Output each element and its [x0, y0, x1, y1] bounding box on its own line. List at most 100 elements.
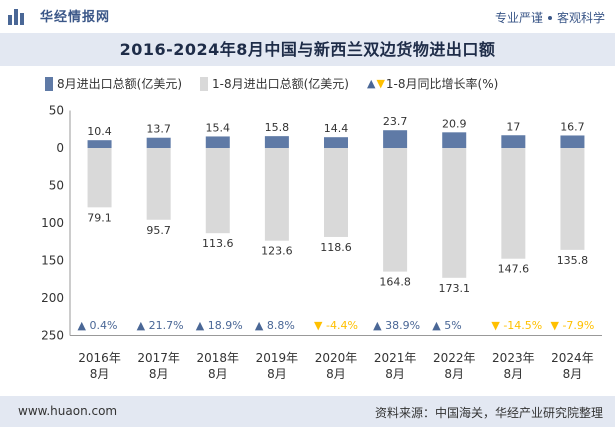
growth-up-icon: ▲ [196, 319, 205, 332]
bar-jan-aug-total [264, 148, 289, 241]
title-bar: 2016-2024年8月中国与新西兰双边货物进出口额 [0, 33, 615, 66]
bar-august-total [264, 136, 289, 148]
x-tick-label-month: 8月 [326, 367, 346, 381]
footer-website: www.huaon.com [18, 404, 118, 418]
x-tick-label-month: 8月 [444, 367, 464, 381]
bar-august-total [205, 136, 230, 148]
brand-logo: 华经情报网 [8, 6, 110, 25]
bar-jan-aug-total [383, 148, 408, 272]
legend-label-series2: 1-8月进出口总额(亿美元) [212, 77, 349, 91]
slogan-dot [547, 15, 552, 20]
data-label-august: 23.7 [383, 115, 408, 128]
y-tick-label: 50 [49, 104, 64, 118]
data-label-growth: -7.9% [562, 319, 594, 332]
slogan-b: 客观科学 [556, 11, 605, 25]
growth-up-icon: ▲ [137, 319, 146, 332]
legend-item-series1: 8月进出口总额(亿美元) [45, 75, 182, 92]
y-tick-label: 100 [41, 216, 64, 230]
data-label-jan-aug: 118.6 [320, 241, 352, 254]
x-tick-label-year: 2022年 [433, 351, 476, 365]
x-tick-label-year: 2019年 [256, 351, 299, 365]
data-label-august: 15.8 [265, 121, 290, 134]
x-tick-label-month: 8月 [208, 367, 228, 381]
y-tick-label: 200 [41, 291, 64, 305]
data-label-august: 17 [506, 120, 520, 133]
growth-up-icon: ▲ [78, 319, 87, 332]
data-label-growth: 0.4% [90, 319, 118, 332]
x-tick-label-year: 2021年 [374, 351, 417, 365]
y-tick-label: 250 [41, 329, 64, 343]
x-tick-label-year: 2020年 [315, 351, 358, 365]
legend-item-series2: 1-8月进出口总额(亿美元) [200, 75, 349, 92]
data-label-august: 15.4 [206, 121, 231, 134]
legend-swatch-series1 [45, 76, 53, 91]
data-label-jan-aug: 164.8 [379, 276, 411, 289]
data-label-growth: 8.8% [267, 319, 295, 332]
legend-up-triangle-icon: ▲ [366, 77, 376, 90]
chart-title: 2016-2024年8月中国与新西兰双边货物进出口额 [119, 40, 496, 59]
data-label-august: 20.9 [442, 117, 467, 130]
growth-up-icon: ▲ [255, 319, 264, 332]
bar-august-total [383, 130, 408, 148]
data-label-jan-aug: 113.6 [202, 237, 234, 250]
y-tick-label: 150 [41, 254, 64, 268]
growth-down-icon: ▼ [314, 319, 323, 332]
bar-august-total [146, 137, 171, 148]
data-label-growth: -4.4% [326, 319, 358, 332]
data-label-jan-aug: 173.1 [438, 282, 470, 295]
x-tick-label-month: 8月 [563, 367, 583, 381]
data-label-jan-aug: 123.6 [261, 245, 293, 258]
data-label-august: 14.4 [324, 122, 349, 135]
x-tick-label-month: 8月 [267, 367, 287, 381]
bar-jan-aug-total [205, 148, 230, 234]
x-tick-label-month: 8月 [504, 367, 524, 381]
x-tick-label-year: 2024年 [551, 351, 594, 365]
data-label-growth: 38.9% [385, 319, 420, 332]
data-label-jan-aug: 147.6 [498, 263, 530, 276]
legend-swatch-series2 [200, 76, 208, 91]
x-tick-label-year: 2016年 [78, 351, 121, 365]
growth-up-icon: ▲ [432, 319, 441, 332]
data-label-growth: 21.7% [149, 319, 184, 332]
bar-jan-aug-total [560, 148, 585, 250]
growth-up-icon: ▲ [373, 319, 382, 332]
bar-jan-aug-total [324, 148, 348, 237]
bar-jan-aug-total [87, 148, 112, 208]
data-label-august: 16.7 [560, 120, 585, 133]
x-tick-label-year: 2023年 [492, 351, 535, 365]
brand-name: 华经情报网 [40, 10, 111, 25]
y-tick-label: 50 [49, 179, 64, 193]
data-label-growth: -14.5% [503, 319, 542, 332]
growth-down-icon: ▼ [491, 319, 500, 332]
legend: 8月进出口总额(亿美元) 1-8月进出口总额(亿美元) ▲ ▼ 1-8月同比增长… [45, 75, 516, 92]
legend-down-triangle-icon: ▼ [376, 77, 385, 90]
x-tick-label-year: 2018年 [197, 351, 240, 365]
top-bar: 华经情报网 专业严谨 客观科学 [0, 0, 615, 33]
footer: www.huaon.com 资料来源：中国海关，华经产业研究院整理 [0, 396, 615, 427]
legend-item-series3: ▲ ▼ 1-8月同比增长率(%) [367, 75, 498, 92]
data-label-growth: 18.9% [208, 319, 243, 332]
legend-label-series1: 8月进出口总额(亿美元) [57, 77, 182, 91]
y-tick-label: 0 [56, 141, 64, 155]
slogan: 专业严谨 客观科学 [495, 9, 605, 26]
data-label-august: 13.7 [146, 123, 171, 136]
data-label-jan-aug: 135.8 [557, 254, 589, 267]
x-tick-label-year: 2017年 [137, 351, 180, 365]
x-tick-label-month: 8月 [90, 367, 110, 381]
legend-label-series3: 1-8月同比增长率(%) [385, 77, 499, 91]
bar-jan-aug-total [146, 148, 171, 220]
growth-down-icon: ▼ [550, 319, 559, 332]
bar-august-total [324, 137, 348, 148]
bar-jan-aug-total [501, 148, 526, 259]
bar-august-total [442, 132, 467, 148]
bar-august-total [87, 140, 112, 148]
logo-icon [8, 7, 34, 25]
slogan-a: 专业严谨 [494, 11, 543, 25]
data-label-jan-aug: 95.7 [146, 224, 171, 237]
data-label-jan-aug: 79.1 [87, 211, 112, 224]
bar-jan-aug-total [442, 148, 467, 278]
data-label-august: 10.4 [87, 125, 112, 138]
x-tick-label-month: 8月 [385, 367, 405, 381]
bar-august-total [560, 135, 585, 148]
